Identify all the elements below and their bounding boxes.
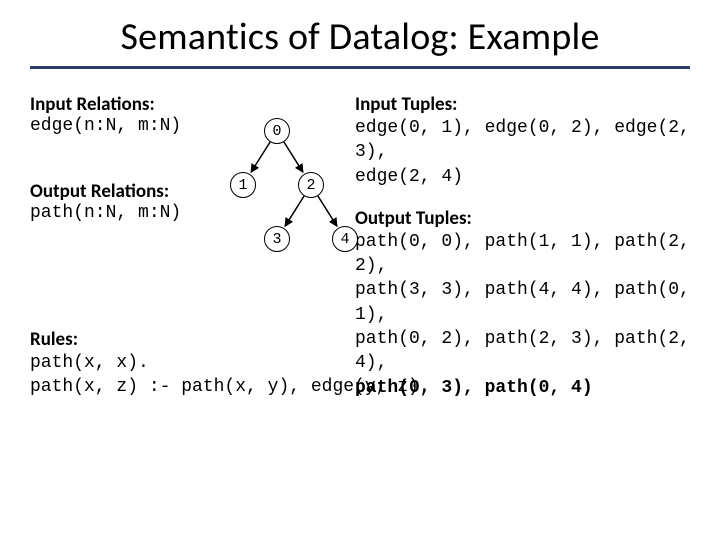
graph-node-3: 3 <box>264 226 290 252</box>
output-relations-head: Output Relations: <box>30 180 225 203</box>
input-relations-block: Input Relations: edge(n:N, m:N) <box>30 93 225 136</box>
output-tuples-line: path(3, 3), path(4, 4), path(0, 1), <box>355 278 690 327</box>
graph-node-1: 1 <box>230 172 256 198</box>
graph-node-4: 4 <box>332 226 358 252</box>
graph-node-0: 0 <box>264 118 290 144</box>
output-tuples-head: Output Tuples: <box>355 207 690 230</box>
slide: Semantics of Datalog: Example Input Rela… <box>0 0 720 540</box>
input-tuples-block: Input Tuples: edge(0, 1), edge(0, 2), ed… <box>355 93 690 189</box>
page-title: Semantics of Datalog: Example <box>0 0 720 60</box>
input-relations-code: edge(n:N, m:N) <box>30 116 225 136</box>
graph-node-2: 2 <box>298 172 324 198</box>
input-tuples-line: edge(0, 1), edge(0, 2), edge(2, 3), <box>355 116 690 165</box>
output-tuples-line: path(0, 0), path(1, 1), path(2, 2), <box>355 230 690 279</box>
rules-line: path(x, z) :- path(x, y), edge(y, z). <box>30 375 690 399</box>
rules-line: path(x, x). <box>30 351 690 375</box>
input-tuples-line: edge(2, 4) <box>355 165 690 189</box>
input-relations-head: Input Relations: <box>30 93 225 116</box>
output-relations-code: path(n:N, m:N) <box>30 203 225 223</box>
input-tuples-code: edge(0, 1), edge(0, 2), edge(2, 3), edge… <box>355 116 690 189</box>
rules-code: path(x, x). path(x, z) :- path(x, y), ed… <box>30 351 690 400</box>
rules-block: Rules: path(x, x). path(x, z) :- path(x,… <box>30 328 690 400</box>
rules-head: Rules: <box>30 328 78 351</box>
output-relations-block: Output Relations: path(n:N, m:N) <box>30 180 225 223</box>
input-tuples-head: Input Tuples: <box>355 93 690 116</box>
title-rule <box>30 66 690 69</box>
graph-nodes: 0 1 2 3 4 <box>225 93 355 283</box>
